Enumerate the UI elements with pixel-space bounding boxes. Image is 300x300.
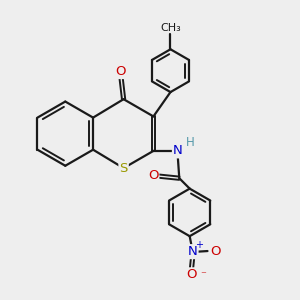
- Text: O: O: [210, 244, 220, 257]
- Text: O: O: [186, 268, 196, 281]
- Text: O: O: [148, 169, 158, 182]
- Text: N: N: [173, 144, 183, 158]
- Text: CH₃: CH₃: [160, 23, 181, 33]
- Text: ⁻: ⁻: [200, 270, 206, 280]
- Text: O: O: [116, 65, 126, 78]
- Text: N: N: [188, 245, 197, 258]
- Text: S: S: [119, 162, 128, 175]
- Text: H: H: [186, 136, 195, 149]
- Text: +: +: [195, 240, 203, 250]
